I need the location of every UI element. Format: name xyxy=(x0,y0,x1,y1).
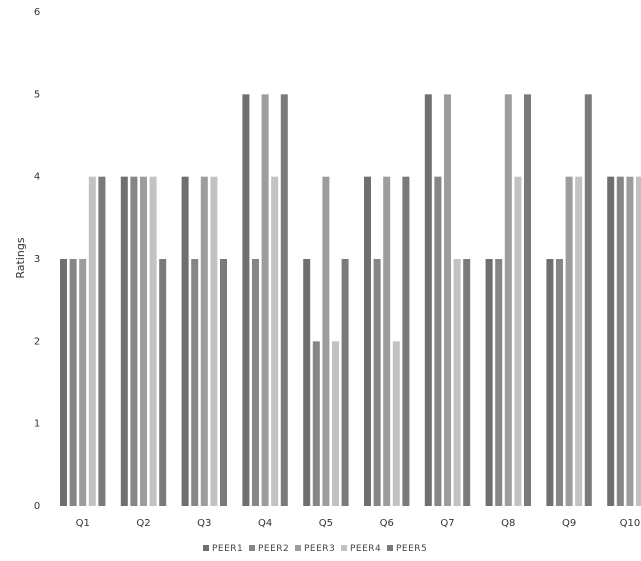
x-tick-label: Q4 xyxy=(258,518,272,529)
y-tick-label: 3 xyxy=(34,254,40,265)
legend-swatch xyxy=(341,545,347,551)
bar-peer4-q2 xyxy=(149,176,157,506)
bar-peer2-q3 xyxy=(191,259,199,506)
bar-peer5-q8 xyxy=(524,94,531,506)
bar-peer1-q3 xyxy=(181,176,189,506)
bar-peer4-q3 xyxy=(210,176,218,506)
bar-peer1-q2 xyxy=(120,176,128,506)
bar-peer2-q10 xyxy=(616,176,624,506)
y-axis-label: Ratings xyxy=(14,237,27,278)
bar-peer1-q8 xyxy=(485,259,493,506)
bar-peer3-q1 xyxy=(79,259,87,506)
bar-group-q9 xyxy=(546,94,592,506)
bar-peer3-q4 xyxy=(261,94,269,506)
bar-peer5-q1 xyxy=(98,176,106,506)
legend: PEER1 PEER2 PEER3 PEER4 PEER5 xyxy=(203,544,427,554)
bar-peer2-q9 xyxy=(556,259,563,506)
bar-peer4-q7 xyxy=(453,259,461,506)
bar-peer4-q6 xyxy=(392,341,400,506)
legend-label: PEER5 xyxy=(396,544,427,554)
bar-group-q4 xyxy=(242,94,288,506)
legend-item-peer1: PEER1 xyxy=(203,544,243,554)
bar-peer2-q2 xyxy=(130,176,138,506)
bar-peer4-q1 xyxy=(88,176,96,506)
y-tick-label: 1 xyxy=(34,419,40,430)
legend-label: PEER4 xyxy=(350,544,381,554)
bar-peer3-q10 xyxy=(626,176,634,506)
bar-group-q6 xyxy=(364,176,410,506)
bar-peer2-q7 xyxy=(434,176,442,506)
bar-peer3-q9 xyxy=(565,176,573,506)
bar-peer3-q8 xyxy=(504,94,512,506)
bar-peer2-q6 xyxy=(373,259,381,506)
legend-label: PEER1 xyxy=(212,544,243,554)
bar-peer2-q4 xyxy=(252,259,259,506)
legend-item-peer3: PEER3 xyxy=(295,544,335,554)
bar-peer3-q6 xyxy=(383,176,391,506)
x-tick-labels: Q1 Q2 Q3 Q4 Q5 Q6 Q7 Q8 Q9 Q10 xyxy=(76,518,641,529)
bar-peer5-q2 xyxy=(159,259,167,506)
bar-peer4-q5 xyxy=(332,341,339,506)
bar-group-q8 xyxy=(485,94,531,506)
legend-item-peer4: PEER4 xyxy=(341,544,381,554)
x-tick-label: Q1 xyxy=(76,518,90,529)
x-tick-label: Q10 xyxy=(620,518,641,529)
x-tick-label: Q7 xyxy=(440,518,454,529)
bar-peer4-q8 xyxy=(514,176,522,506)
bar-peer5-q3 xyxy=(220,259,227,506)
bar-peer4-q9 xyxy=(575,176,583,506)
bar-peer5-q9 xyxy=(584,94,592,506)
bar-peer2-q5 xyxy=(312,341,320,506)
legend-item-peer5: PEER5 xyxy=(387,544,427,554)
y-tick-label: 4 xyxy=(34,172,40,183)
bar-group-q2 xyxy=(120,176,167,506)
bar-peer2-q8 xyxy=(495,259,503,506)
bar-peer3-q2 xyxy=(140,176,147,506)
bar-peer4-q4 xyxy=(271,176,279,506)
legend-item-peer2: PEER2 xyxy=(249,544,289,554)
bar-groups xyxy=(60,94,641,506)
legend-label: PEER2 xyxy=(258,544,289,554)
bar-peer1-q6 xyxy=(364,176,371,506)
bar-peer1-q10 xyxy=(607,176,615,506)
legend-swatch xyxy=(295,545,301,551)
bar-peer5-q7 xyxy=(463,259,471,506)
bar-peer1-q1 xyxy=(60,259,67,506)
bar-group-q1 xyxy=(60,176,106,506)
bar-group-q5 xyxy=(303,176,349,506)
bar-peer1-q5 xyxy=(303,259,311,506)
bar-peer3-q7 xyxy=(444,94,451,506)
bar-peer5-q6 xyxy=(402,176,410,506)
bar-peer4-q10 xyxy=(636,176,641,506)
x-tick-label: Q6 xyxy=(380,518,394,529)
x-tick-label: Q8 xyxy=(501,518,515,529)
bar-peer1-q9 xyxy=(546,259,554,506)
legend-label: PEER3 xyxy=(304,544,335,554)
x-tick-label: Q9 xyxy=(562,518,576,529)
x-tick-label: Q5 xyxy=(319,518,333,529)
bar-peer2-q1 xyxy=(69,259,77,506)
bar-group-q7 xyxy=(424,94,471,506)
y-tick-label: 0 xyxy=(34,501,40,512)
bar-peer3-q3 xyxy=(200,176,208,506)
y-tick-label: 5 xyxy=(34,89,40,100)
y-tick-labels: 0 1 2 3 4 5 6 xyxy=(34,7,40,512)
bar-peer5-q4 xyxy=(280,94,288,506)
y-tick-label: 6 xyxy=(34,7,40,18)
bar-peer5-q5 xyxy=(341,259,349,506)
bar-peer3-q5 xyxy=(322,176,330,506)
bar-peer1-q7 xyxy=(424,94,432,506)
bar-group-q3 xyxy=(181,176,227,506)
legend-swatch xyxy=(203,545,209,551)
x-tick-label: Q2 xyxy=(136,518,150,529)
y-tick-label: 2 xyxy=(34,336,40,347)
x-tick-label: Q3 xyxy=(197,518,211,529)
legend-swatch xyxy=(387,545,393,551)
bar-group-q10 xyxy=(607,176,641,506)
bar-peer1-q4 xyxy=(242,94,250,506)
legend-swatch xyxy=(249,545,255,551)
